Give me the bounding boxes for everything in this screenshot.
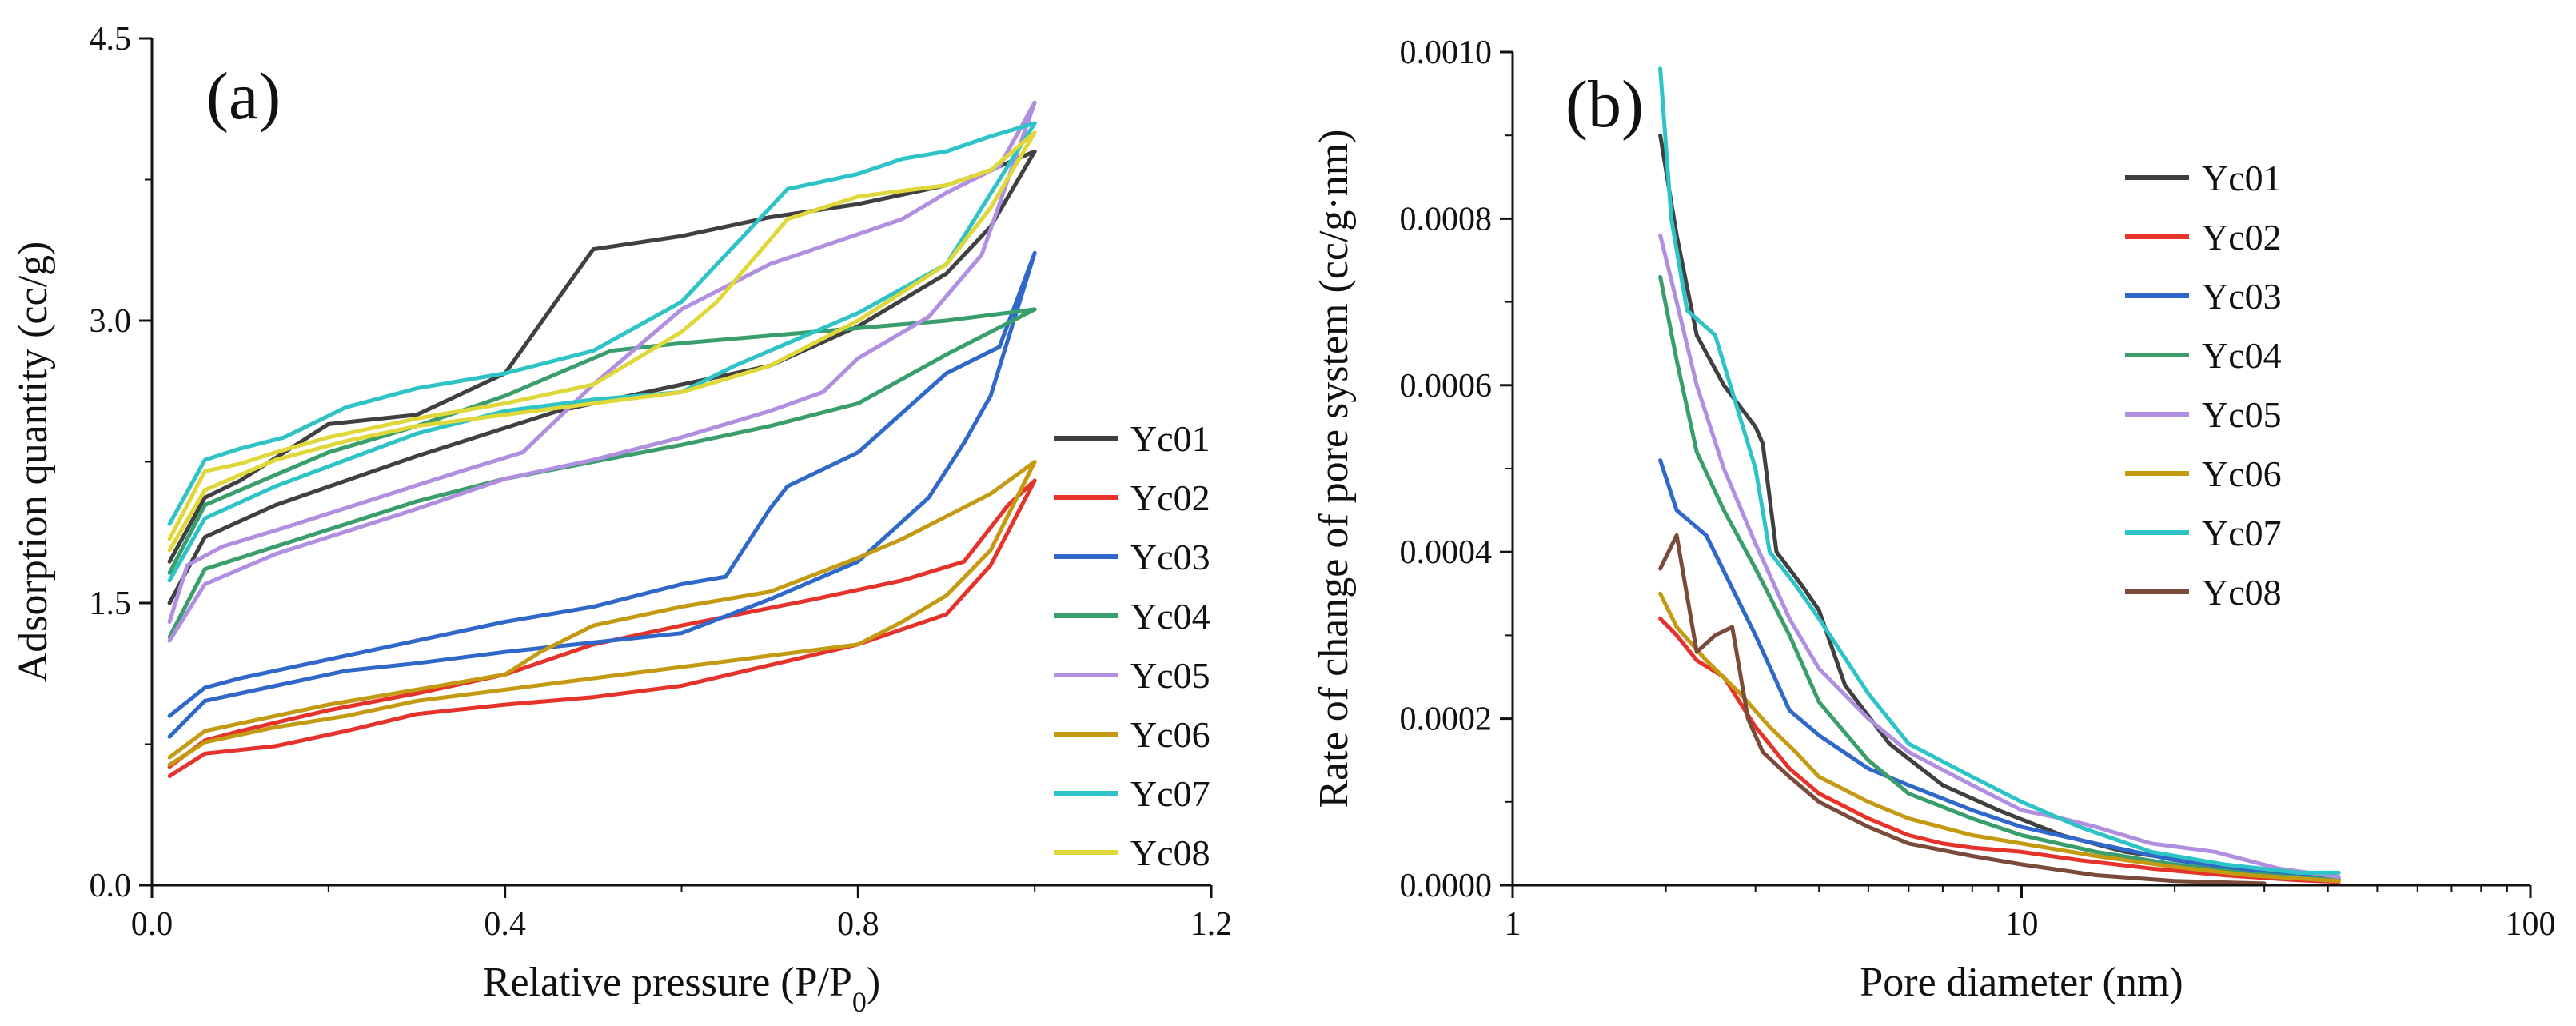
series-group [1658, 66, 2341, 886]
legend-label-yc01: Yc01 [2202, 158, 2282, 198]
x-tick-label: 0.0 [131, 906, 173, 943]
series-line-yc05 [1658, 233, 2341, 880]
legend-label-yc01: Yc01 [1130, 418, 1210, 459]
legend-label-yc04: Yc04 [2202, 335, 2282, 376]
x-tick-label: 0.8 [837, 906, 879, 943]
panel-label: (a) [206, 59, 281, 134]
panel-label: (b) [1565, 67, 1644, 142]
legend: Yc01 Yc02 Yc03 Yc04 Yc05 Yc06 Yc07 Yc08 [2125, 158, 2282, 613]
legend-label-yc02: Yc02 [1130, 477, 1210, 518]
legend-label-yc04: Yc04 [1130, 596, 1210, 637]
x-axis-title: Pore diameter (nm) [1860, 960, 2183, 1005]
x-tick-label: 10 [2005, 906, 2039, 943]
chart-b: 1 10 100 0.0000 0.0002 0.0004 0.0006 0.0008 0.00… [1311, 34, 2556, 1005]
legend-label-yc06: Yc06 [1130, 714, 1210, 755]
y-axis-title: Adsorption quantity (cc/g) [10, 242, 56, 683]
x-tick-label: 1 [1505, 906, 1521, 943]
y-tick-label: 4.5 [90, 21, 132, 58]
y-tick-label: 0.0010 [1400, 34, 1493, 71]
y-tick-label: 0.0004 [1400, 534, 1493, 571]
series-line-yc03 [167, 250, 1037, 739]
legend-label-yc08: Yc08 [1130, 832, 1210, 873]
y-axis-title: Rate of change of pore system (cc/g·nm) [1311, 129, 1357, 808]
y-tick-label: 0.0006 [1400, 368, 1493, 405]
series-line-yc04 [1658, 274, 2341, 883]
legend-label-yc03: Yc03 [2202, 276, 2282, 317]
x-tick-label: 1.2 [1190, 906, 1233, 943]
series-line-yc04 [167, 307, 1037, 639]
y-tick-label: 0.0008 [1400, 201, 1493, 238]
legend-label-yc02: Yc02 [2202, 217, 2282, 257]
legend-label-yc08: Yc08 [2202, 572, 2282, 613]
y-tick-label: 0.0 [90, 868, 132, 904]
legend-label-yc05: Yc05 [1130, 655, 1210, 696]
series-group [167, 100, 1037, 778]
series-line-yc08 [167, 130, 1037, 553]
series-line-yc02 [167, 478, 1037, 778]
series-line-yc06 [167, 460, 1037, 767]
series-line-yc07 [167, 121, 1037, 583]
legend-label-yc07: Yc07 [1130, 773, 1210, 814]
series-line-yc06 [1658, 591, 2341, 884]
x-axis-title: Relative pressure (P/P0) [483, 960, 880, 1018]
y-tick-label: 0.0002 [1400, 701, 1493, 738]
legend-label-yc03: Yc03 [1130, 537, 1210, 577]
legend-label-yc05: Yc05 [2202, 394, 2282, 435]
series-line-yc05 [167, 100, 1037, 643]
series-line-yc07 [1658, 66, 2341, 875]
x-tick-label: 0.4 [484, 906, 526, 943]
legend-label-yc07: Yc07 [2202, 513, 2282, 553]
series-line-yc08 [1658, 533, 2267, 886]
chart-a: 0.0 0.4 0.8 1.2 0.0 1.5 3.0 4.5 Relative pressur… [10, 21, 1232, 1018]
legend: Yc01 Yc02 Yc03 Yc04 Yc05 Yc06 Yc07 Yc08 [1054, 418, 1210, 873]
y-tick-label: 1.5 [90, 585, 132, 622]
x-tick-label: 100 [2506, 906, 2556, 943]
y-tick-label: 0.0000 [1400, 868, 1493, 904]
y-tick-label: 3.0 [90, 303, 132, 340]
legend-label-yc06: Yc06 [2202, 453, 2282, 494]
